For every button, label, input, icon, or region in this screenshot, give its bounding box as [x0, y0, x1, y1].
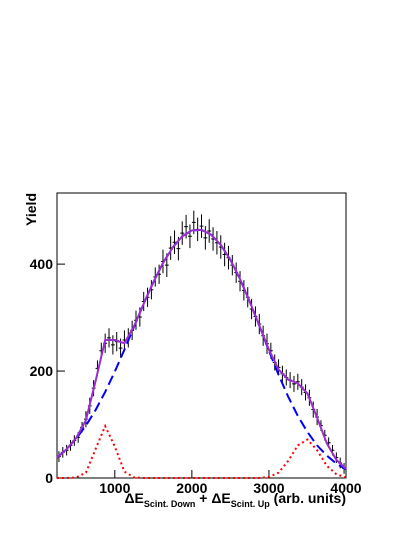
x-axis-label-part: + ΔE: [195, 490, 230, 506]
histogram-bin: [203, 226, 208, 250]
histogram-bin: [110, 335, 115, 355]
x-tick-label: 2000: [176, 480, 207, 496]
fit-curve: [57, 423, 347, 479]
histogram-bin: [188, 224, 192, 249]
plot-frame: [56, 192, 347, 479]
x-axis-label-part: Scint. Up: [231, 499, 271, 509]
x-axis-label-part: ΔE: [124, 490, 143, 506]
x-tick-label: 4000: [330, 480, 361, 496]
y-tick-label: 0: [45, 470, 53, 486]
y-tick-label: 400: [30, 256, 54, 272]
histogram-bin: [207, 219, 212, 243]
x-axis-label: ΔEScint. Down + ΔEScint. Up (arb. units): [124, 490, 346, 509]
x-tick-label: 1000: [99, 480, 130, 496]
histogram-bin: [292, 375, 296, 392]
histogram-bin: [180, 221, 185, 245]
fit-curve: [56, 228, 347, 470]
histogram-bin: [172, 230, 177, 254]
y-axis-label: Yield: [23, 193, 39, 226]
x-tick-label: 3000: [253, 480, 284, 496]
histogram-bin: [295, 373, 300, 390]
histogram-bin: [107, 328, 111, 348]
x-axis-label-part: (arb. units): [270, 490, 346, 506]
fit-curve: [56, 228, 347, 471]
x-axis-label-part: Scint. Down: [144, 499, 196, 509]
histogram-bin: [199, 214, 204, 238]
y-tick-label: 200: [30, 363, 54, 379]
